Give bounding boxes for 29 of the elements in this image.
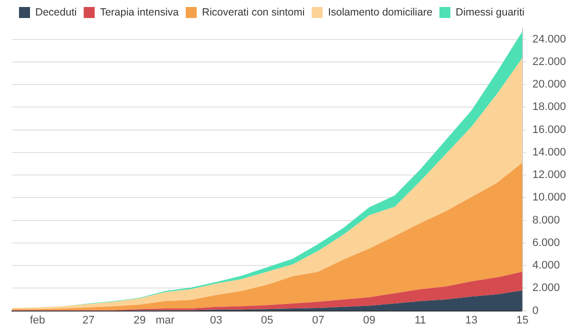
legend-label: Deceduti [35, 6, 77, 18]
y-tick-label: 22.000 [532, 56, 566, 68]
legend-label: Dimessi guariti [456, 6, 525, 18]
y-tick-label: 24.000 [532, 33, 566, 46]
y-tick-label: 10.000 [532, 192, 566, 204]
legend-label: Ricoverati con sintomi [202, 6, 305, 18]
y-tick-label: 20.000 [532, 78, 566, 91]
y-tick-label: 8.000 [532, 214, 560, 226]
x-tick-label: 03 [210, 314, 222, 326]
y-tick-label: 12.000 [532, 169, 566, 182]
y-tick-label: 14.000 [532, 146, 566, 158]
x-tick-label: mar [156, 314, 175, 326]
y-tick-label: 6.000 [532, 236, 560, 249]
x-tick-label: 15 [516, 314, 528, 326]
y-tick-label: 18.000 [532, 101, 566, 114]
y-tick-label: 4.000 [532, 260, 560, 272]
y-tick-label: 0 [532, 304, 538, 317]
x-tick-label: 13 [465, 314, 478, 326]
y-tick-label: 16.000 [532, 124, 566, 136]
legend-label: Terapia intensiva [100, 6, 179, 18]
x-tick-label: 11 [414, 314, 426, 326]
x-tick-label: 09 [363, 314, 376, 326]
legend-label: Isolamento domiciliare [328, 6, 433, 18]
x-tick-label: 27 [82, 314, 95, 326]
x-tick-label: 29 [133, 314, 146, 326]
x-tick-label: feb [30, 314, 46, 326]
y-tick-label: 2.000 [532, 282, 560, 294]
x-tick-label: 05 [261, 314, 274, 326]
x-tick-label: 07 [312, 314, 324, 326]
